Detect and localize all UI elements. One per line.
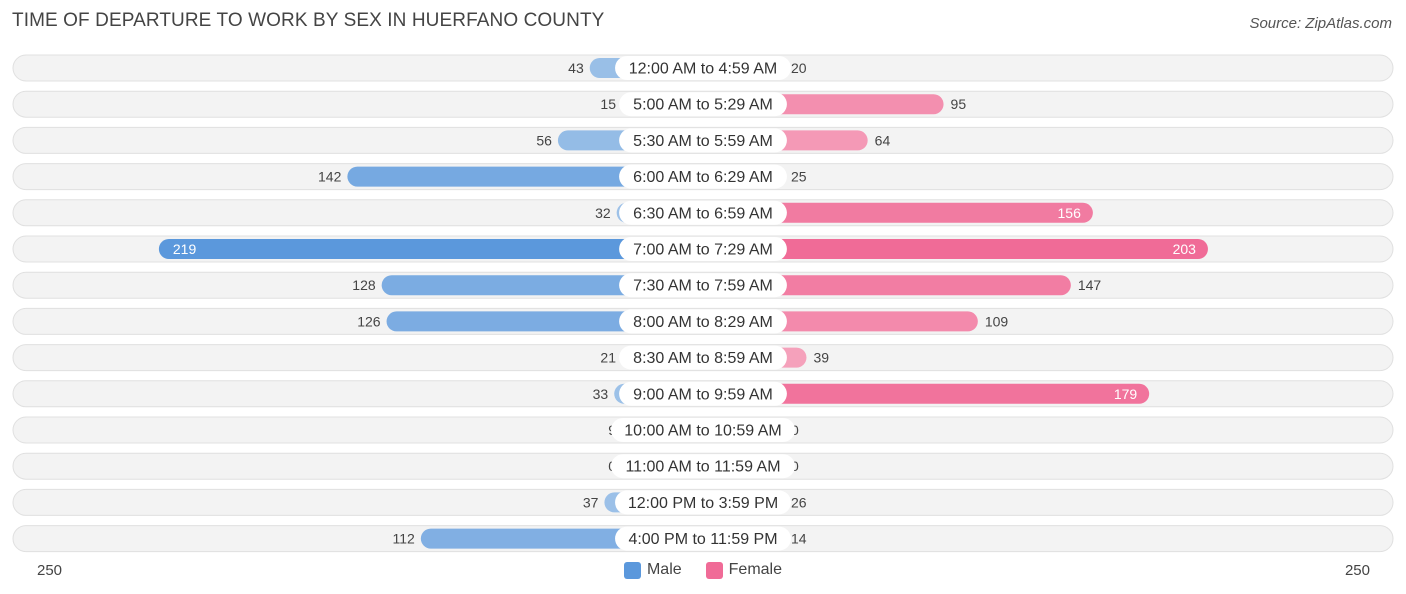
male-value-label: 15 <box>600 96 616 112</box>
category-label: 9:00 AM to 9:59 AM <box>633 386 773 403</box>
legend-item-male: Male <box>623 561 682 579</box>
female-value-label: 64 <box>875 132 891 148</box>
category-label-pill <box>611 454 795 479</box>
female-bar <box>703 239 1208 259</box>
female-value-label: 179 <box>1114 386 1138 402</box>
female-value-label: 156 <box>1058 205 1082 221</box>
male-bar <box>158 239 703 259</box>
female-value-label: 95 <box>951 96 967 112</box>
category-label-pill <box>619 164 787 189</box>
male-value-label: 37 <box>583 494 599 510</box>
male-value-label: 43 <box>568 60 584 76</box>
category-label-pill <box>615 526 791 551</box>
category-label-pill <box>615 56 791 80</box>
axis-right-max: 250 <box>1344 562 1370 579</box>
category-label-pill <box>619 92 787 117</box>
female-value-label: 39 <box>813 350 829 366</box>
legend-swatch-male <box>623 561 641 579</box>
female-value-label: 147 <box>1078 277 1102 293</box>
category-label: 6:30 AM to 6:59 AM <box>633 205 773 222</box>
category-label-pill <box>619 273 787 298</box>
category-label: 11:00 AM to 11:59 AM <box>625 459 780 476</box>
category-label-pill <box>611 418 795 442</box>
female-value-label: 20 <box>791 60 807 76</box>
male-value-label: 128 <box>352 277 376 293</box>
category-label: 5:00 AM to 5:29 AM <box>633 97 773 114</box>
legend-item-female: Female <box>705 561 783 579</box>
category-label-pill <box>619 200 787 225</box>
category-label-pill <box>619 128 787 153</box>
category-label: 8:30 AM to 8:59 AM <box>633 350 773 367</box>
source-credit: Source: ZipAtlas.com <box>1249 15 1392 32</box>
female-value-label: 26 <box>791 494 807 510</box>
male-value-label: 219 <box>173 241 197 257</box>
female-bar <box>703 275 1071 296</box>
category-label: 8:00 AM to 8:29 AM <box>633 314 773 331</box>
legend: Male Female <box>0 561 1406 579</box>
legend-swatch-female <box>705 561 723 579</box>
male-bar <box>347 166 703 187</box>
female-value-label: 203 <box>1173 241 1197 257</box>
legend-label-male: Male <box>646 561 682 578</box>
chart-area: 43 20 12:00 AM to 4:59 AM 15 95 5:00 AM to 5:… <box>12 54 1394 553</box>
category-label: 6:00 AM to 6:29 AM <box>633 169 773 186</box>
female-bar <box>703 202 1093 223</box>
category-label-pill <box>619 345 787 370</box>
male-value-label: 21 <box>600 350 616 366</box>
category-label: 4:00 PM to 11:59 PM <box>628 531 777 548</box>
male-value-label: 33 <box>593 386 609 402</box>
female-value-label: 14 <box>791 531 807 547</box>
category-label: 12:00 PM to 3:59 PM <box>628 495 778 512</box>
category-label-pill <box>619 237 787 261</box>
male-value-label: 56 <box>536 132 552 148</box>
axis-left-max: 250 <box>37 562 63 579</box>
category-label: 10:00 AM to 10:59 AM <box>624 423 781 440</box>
female-value-label: 109 <box>985 313 1009 329</box>
female-value-label: 25 <box>791 169 807 185</box>
chart-title: TIME OF DEPARTURE TO WORK BY SEX IN HUER… <box>12 10 605 31</box>
male-value-label: 112 <box>392 531 415 547</box>
female-bar <box>703 383 1150 404</box>
category-label: 7:00 AM to 7:29 AM <box>633 242 773 259</box>
male-value-label: 126 <box>357 313 381 329</box>
category-label: 7:30 AM to 7:59 AM <box>633 278 773 295</box>
male-value-label: 32 <box>595 205 611 221</box>
legend-label-female: Female <box>728 561 783 578</box>
category-label-pill <box>619 309 787 334</box>
category-label: 5:30 AM to 5:59 AM <box>633 133 773 150</box>
category-label-pill <box>619 381 787 406</box>
male-value-label: 142 <box>318 169 342 185</box>
category-label-pill <box>615 490 791 515</box>
category-label: 12:00 AM to 4:59 AM <box>629 61 778 78</box>
